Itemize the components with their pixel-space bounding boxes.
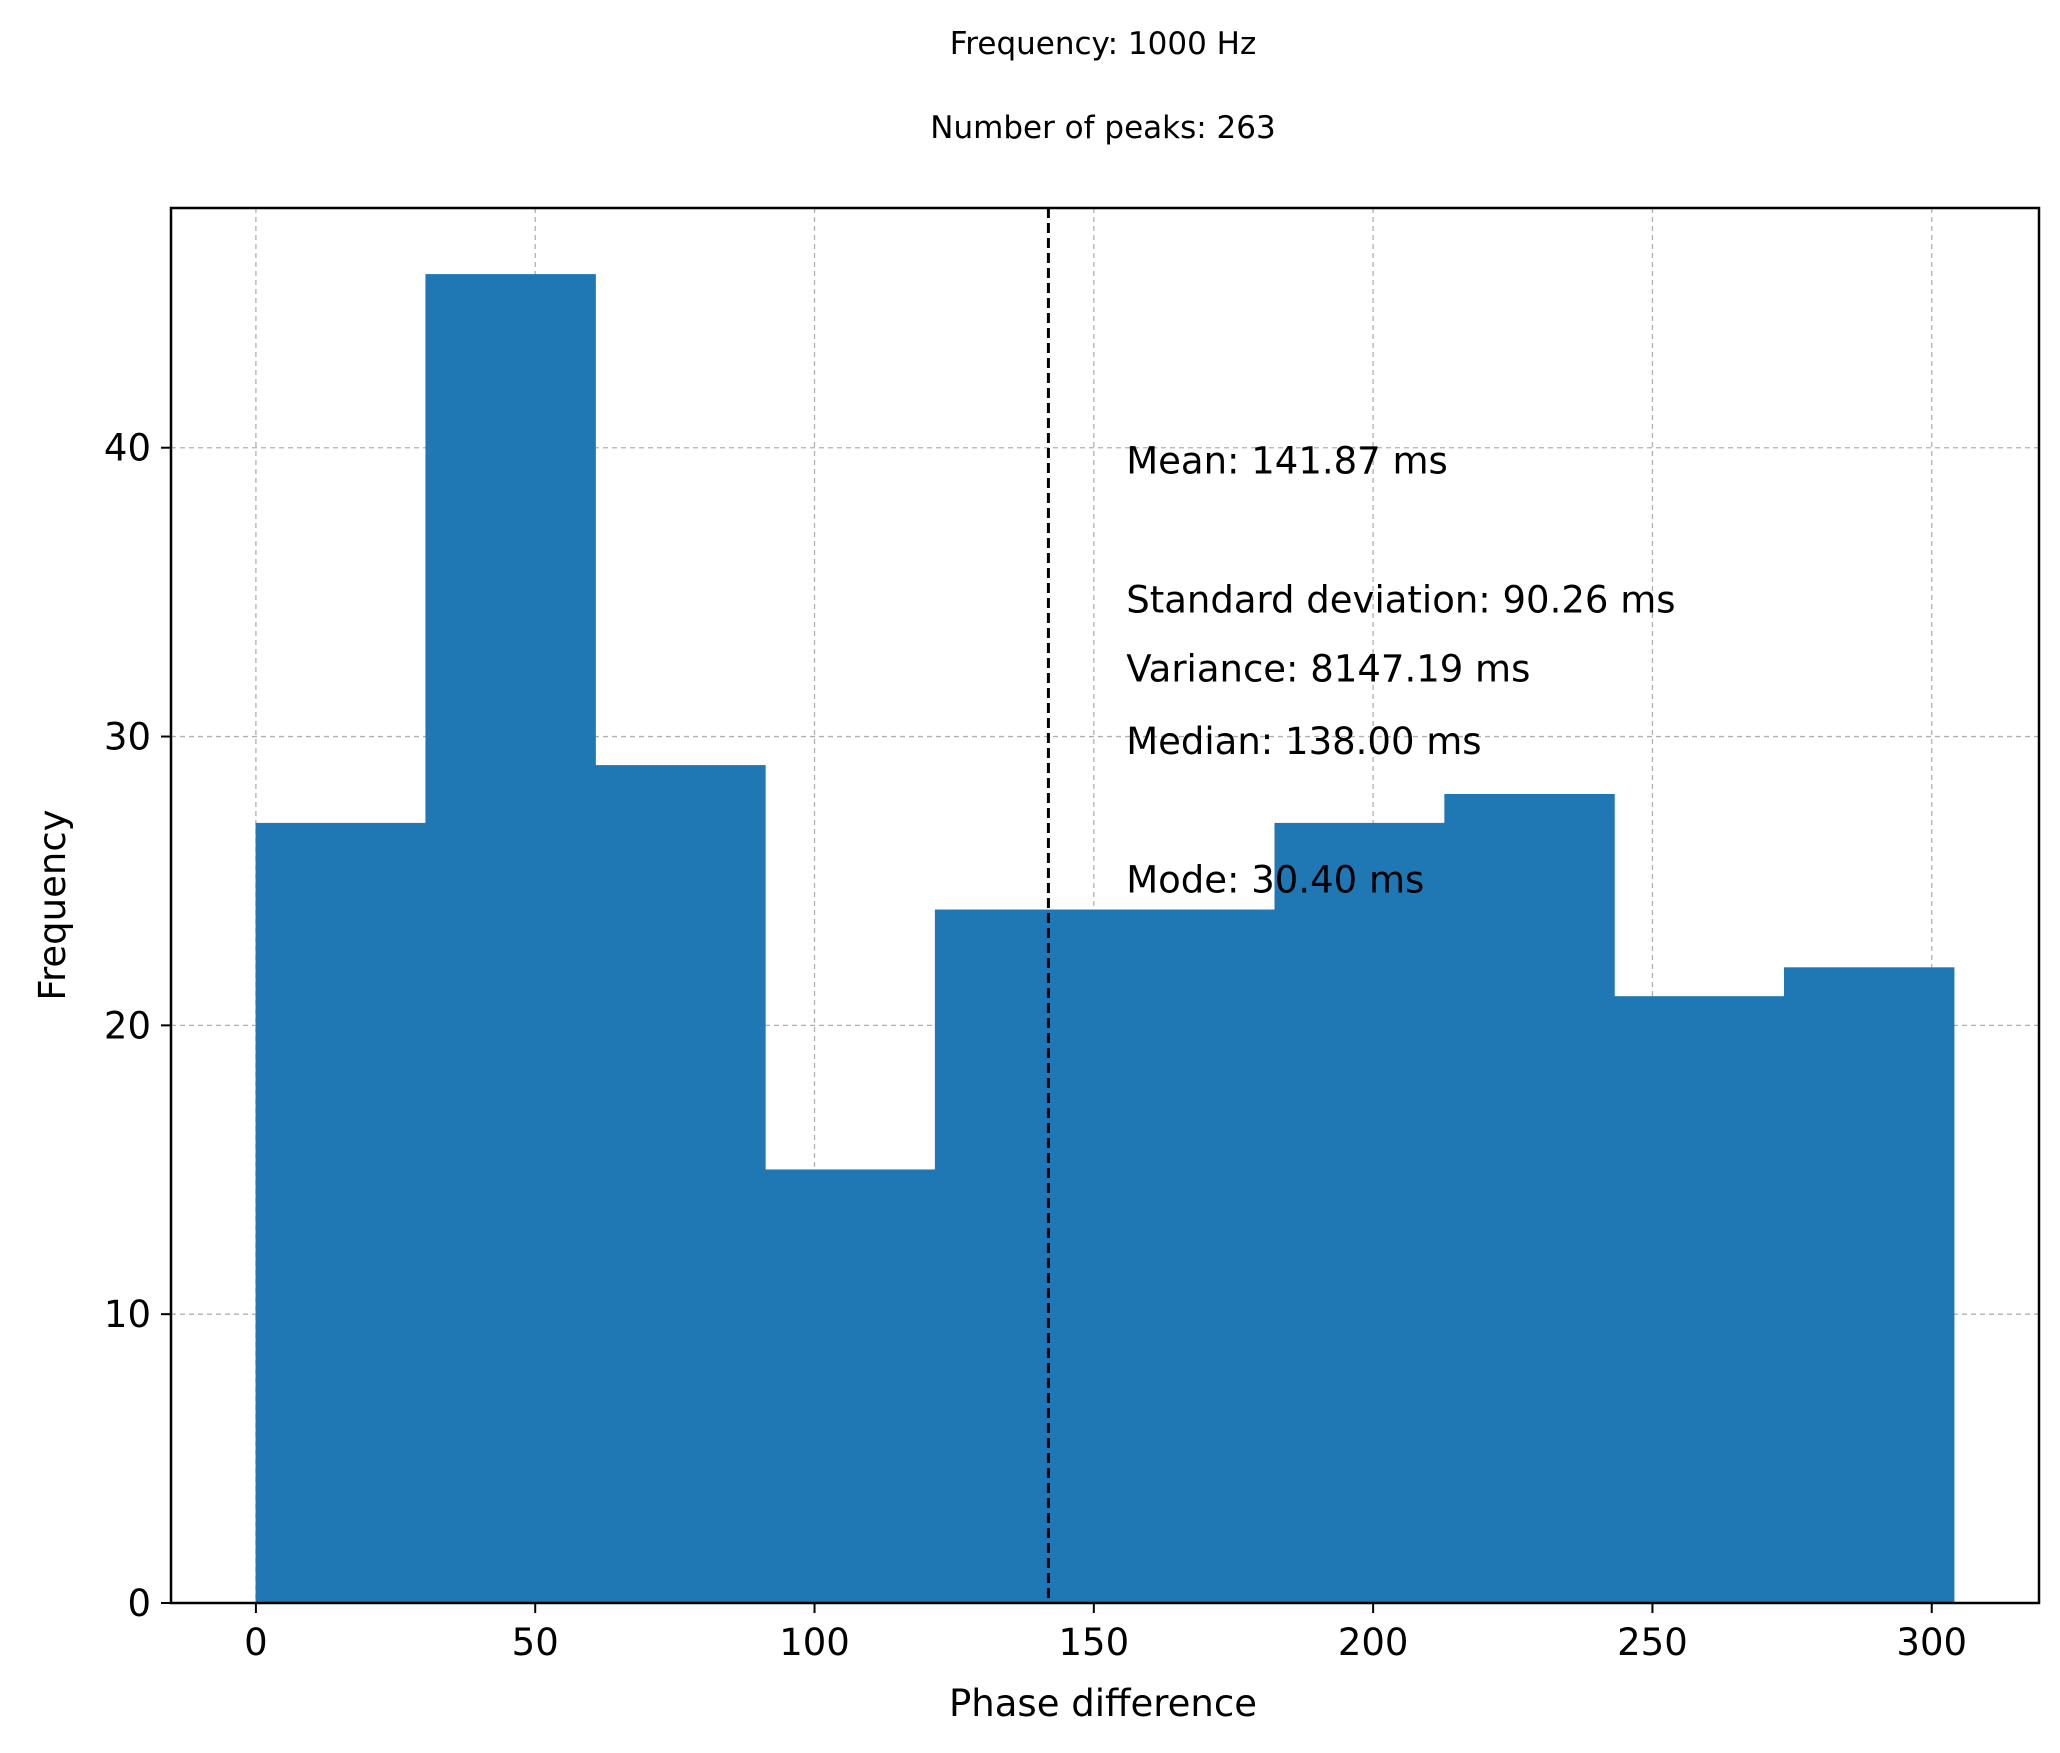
stat-annotations: Mean: 141.87 ms Standard deviation: 90.26… (1126, 440, 1675, 902)
stat-annotation: Mean: 141.87 ms (1126, 440, 1448, 483)
y-tick-label: 40 (104, 427, 151, 470)
stat-annotation: Median: 138.00 ms (1126, 720, 1481, 763)
histogram-bars (255, 274, 1955, 1604)
chart-title: Frequency: 1000 Hz (950, 26, 1257, 62)
x-tick-label: 300 (1896, 1621, 1967, 1664)
histogram-bar (934, 909, 1106, 1604)
y-tick-label: 20 (104, 1004, 151, 1047)
y-tick-label: 10 (104, 1293, 151, 1336)
stat-annotation: Mode: 30.40 ms (1126, 859, 1424, 902)
histogram-bar (425, 274, 596, 1604)
y-axis-ticks: 0 10 20 30 40 (104, 427, 171, 1625)
y-tick-label: 0 (127, 1582, 151, 1625)
histogram-bar (255, 822, 427, 1604)
histogram-bar (1274, 822, 1445, 1604)
x-tick-label: 250 (1617, 1621, 1688, 1664)
histogram-bar (1444, 794, 1615, 1604)
stat-annotation: Variance: 8147.19 ms (1126, 648, 1530, 691)
histogram-bar (1783, 967, 1955, 1604)
histogram-bar (595, 765, 766, 1604)
y-tick-label: 30 (104, 716, 151, 759)
y-axis-label: Frequency (31, 809, 74, 1000)
histogram-bar (1104, 909, 1276, 1604)
x-tick-label: 0 (244, 1621, 268, 1664)
x-tick-label: 50 (512, 1621, 559, 1664)
x-tick-label: 150 (1059, 1621, 1130, 1664)
stat-annotation: Standard deviation: 90.26 ms (1126, 578, 1675, 621)
chart-subtitle: Number of peaks: 263 (930, 110, 1275, 146)
x-tick-label: 200 (1338, 1621, 1409, 1664)
x-tick-label: 100 (779, 1621, 850, 1664)
histogram-bar (765, 1169, 936, 1604)
x-axis-ticks: 0 50 100 150 200 250 300 (244, 1603, 1967, 1664)
x-axis-label: Phase difference (949, 1682, 1257, 1725)
histogram-bar (1614, 996, 1785, 1604)
plot-frame (169, 206, 2041, 1605)
